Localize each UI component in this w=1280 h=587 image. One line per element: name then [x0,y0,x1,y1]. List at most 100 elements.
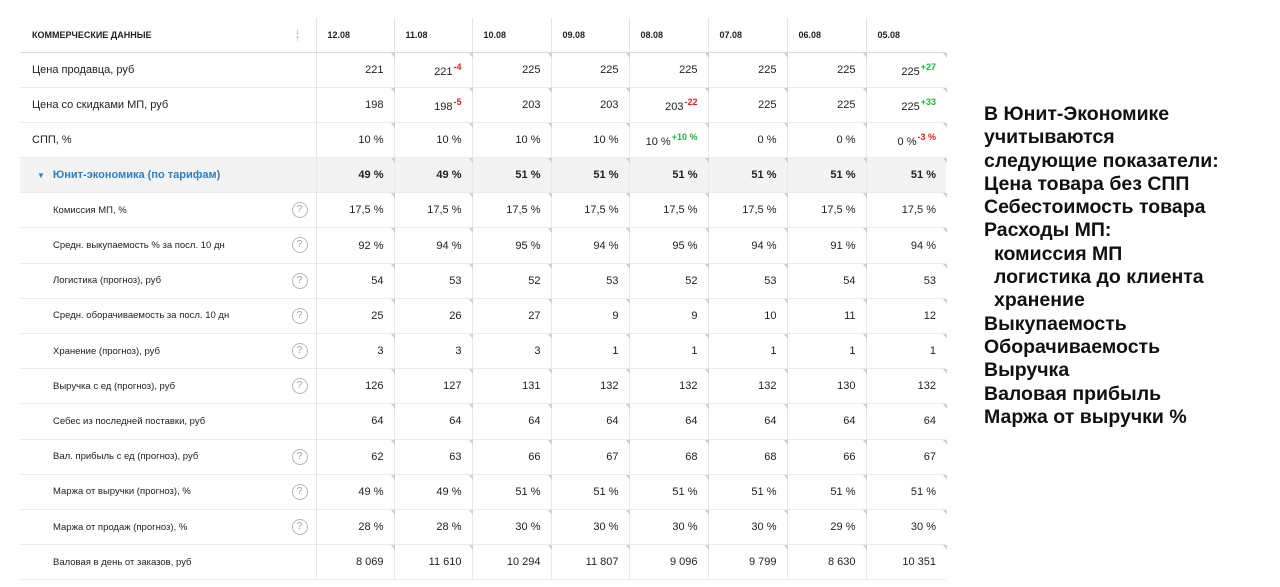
row-label-text: СПП, % [32,133,72,146]
header-date-11-08[interactable]: 11.08 [393,18,472,53]
help-icon[interactable]: ? [291,272,308,289]
help-icon[interactable]: ? [291,483,308,500]
table-cell: 67 [865,439,948,475]
header-date-05-08[interactable]: 05.08 [865,18,946,53]
table-cell: 52 [628,263,709,299]
cell-value: 132 [679,380,698,393]
header-commercial-data[interactable]: Коммерческие данные ↓ ↑ [20,18,316,53]
note-line: логистика до клиента [994,266,1204,289]
cell-value: 52 [528,274,541,287]
cell-value: 203 [665,100,684,113]
help-icon[interactable]: ? [291,237,308,254]
cell-value: 67 [923,450,936,463]
cell-value: 17,5 % [663,204,698,217]
cell-value: 17,5 % [584,204,619,217]
cell-value: 28 % [358,521,384,534]
cell-value: 132 [600,380,619,393]
cell-value: 54 [843,274,856,287]
table-cell: 28 % [393,509,473,545]
cell-value: 198 [434,100,453,113]
cell-value: 10 [764,309,777,322]
cell-value: 30 % [672,521,698,534]
table-cell: 225 [786,52,867,88]
table-row: Цена продавца, руб 221 221-4 225 225 225 225 22… [20,52,948,88]
cell-value: 51 % [593,485,619,498]
table-cell: 66 [786,439,867,475]
table-cell: 130 [786,368,867,404]
header-date-10-08[interactable]: 10.08 [471,18,551,53]
table-cell: 8 069 [315,544,395,580]
header-date-06-08[interactable]: 06.08 [786,18,866,53]
help-icon[interactable]: ? [291,518,308,535]
help-icon[interactable]: ? [291,343,308,359]
table-cell: 131 [471,368,552,404]
cell-value: 10 % [358,133,384,146]
table-cell: 26 [393,298,473,334]
table-cell: 30 % [628,509,709,545]
table-cell: 92 % [315,227,395,264]
table-cell: 49 % [315,474,395,510]
header-date-08-08[interactable]: 08.08 [628,18,708,53]
cell-value: 1 [770,345,777,358]
table-cell: 51 % [865,474,948,510]
table-cell: 3 [471,333,552,369]
row-label: Логистика (прогноз), руб? [20,263,316,298]
cell-value: 1 [929,345,936,358]
cell-value: 51 % [593,169,619,182]
cell-value: 53 [449,274,462,287]
cell-value: 17,5 % [506,204,541,217]
cell-value: 25 [371,309,384,322]
cell-value: 9 096 [669,556,698,569]
table-group-row[interactable]: ▼ Юнит-экономика (по тарифам) 49 % 49 % 51 %… [20,157,948,193]
table-cell: 1 [786,333,867,369]
row-label-text: Цена продавца, руб [32,63,135,76]
help-icon[interactable]: ? [291,307,308,324]
table-cell: 225 [786,87,867,123]
cell-value: 132 [917,380,936,393]
cell-value: 126 [365,380,384,393]
table-cell: 225 [628,52,709,88]
help-icon[interactable]: ? [291,378,308,395]
table-cell: 8 630 [786,544,867,580]
header-date-07-08[interactable]: 07.08 [707,18,787,53]
cell-value: 51 % [910,485,936,498]
cell-value: 11 610 [428,556,462,569]
cell-value: 1 [691,345,698,358]
table-cell: 64 [315,403,395,440]
table-cell: 10 %+10 % [628,122,709,158]
help-icon[interactable]: ? [291,202,308,219]
table-cell: 27 [471,298,552,334]
delta-badge: -3 % [917,131,936,142]
cell-value: 95 % [515,239,541,252]
cell-value: 64 [371,415,384,428]
header-date-09-08[interactable]: 09.08 [550,18,629,53]
cell-value: 94 % [910,239,936,252]
row-label: Цена продавца, руб [20,52,316,87]
cell-value: 67 [606,450,619,463]
header-date-12-08[interactable]: 12.08 [315,18,394,53]
table-cell: 94 % [550,227,630,264]
row-label: Средн. выкупаемость % за посл. 10 дн? [20,228,316,263]
cell-value: 1 [849,345,856,358]
note-line: учитываются [984,126,1115,149]
table-cell: 94 % [393,227,473,264]
table-cell: 67 [550,439,630,475]
row-label-text: Вал. прибыль с ед (прогноз), руб [53,451,199,463]
table-cell: 17,5 % [315,192,395,228]
table-cell: 68 [707,439,788,475]
table-cell: 221-4 [393,52,473,88]
cell-value: 64 [449,415,462,428]
row-label: Цена со скидками МП, руб [20,87,316,122]
sort-icon[interactable]: ↓ ↑ [295,26,300,43]
table-cell: 126 [315,368,395,404]
cell-value: 49 % [358,485,384,498]
cell-value: 66 [843,450,856,463]
cell-value: 10 % [593,133,619,146]
cell-value: 225 [901,65,920,78]
table-cell: 95 % [628,227,709,264]
table-cell: 51 % [865,157,948,193]
table-cell: 10 351 [865,544,948,580]
expand-caret-icon[interactable]: ▼ [37,171,45,181]
table-cell: 51 % [707,474,788,510]
help-icon[interactable]: ? [291,448,308,465]
